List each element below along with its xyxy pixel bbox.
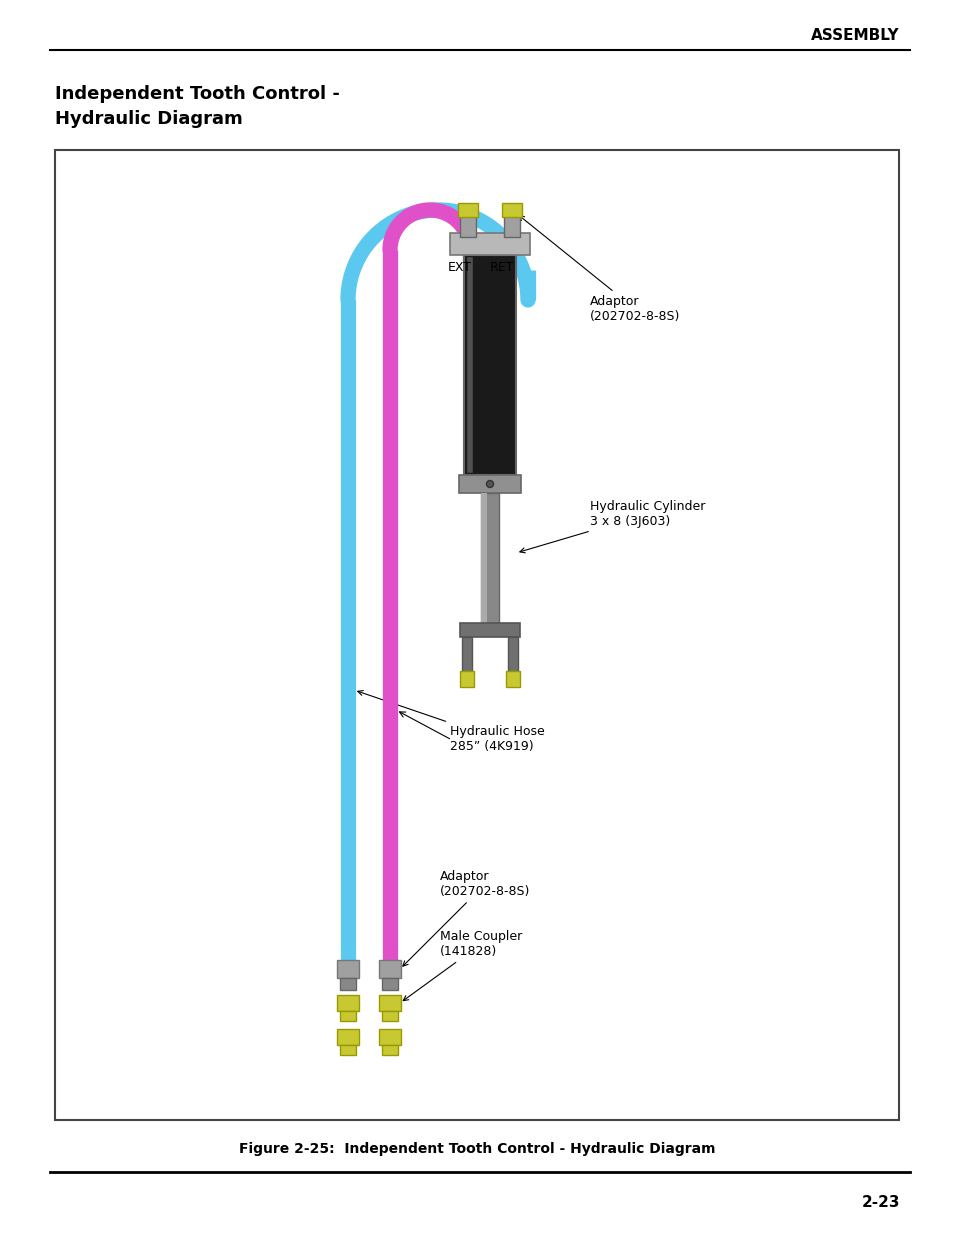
- Bar: [459, 671, 474, 687]
- Bar: [480, 493, 498, 622]
- Bar: [457, 203, 477, 217]
- Text: RET: RET: [489, 261, 514, 273]
- Text: EXT: EXT: [448, 261, 472, 273]
- Text: Independent Tooth Control -: Independent Tooth Control -: [55, 85, 339, 103]
- Text: ASSEMBLY: ASSEMBLY: [810, 27, 899, 42]
- Text: 2-23: 2-23: [861, 1195, 899, 1210]
- Bar: [507, 637, 517, 679]
- Bar: [463, 254, 516, 475]
- Bar: [459, 215, 476, 237]
- Bar: [381, 1045, 397, 1055]
- Bar: [461, 637, 472, 679]
- Bar: [480, 493, 487, 622]
- Bar: [503, 215, 519, 237]
- Bar: [378, 960, 400, 978]
- Text: Male Coupler
(141828): Male Coupler (141828): [403, 930, 521, 1000]
- Bar: [378, 1029, 400, 1045]
- Bar: [339, 1011, 355, 1021]
- Bar: [501, 203, 521, 217]
- Bar: [459, 622, 519, 637]
- Bar: [381, 1011, 397, 1021]
- Text: Hydraulic Cylinder
3 x 8 (3J603): Hydraulic Cylinder 3 x 8 (3J603): [519, 500, 704, 553]
- Bar: [339, 1045, 355, 1055]
- Bar: [458, 475, 520, 493]
- Bar: [336, 995, 358, 1011]
- Bar: [505, 671, 519, 687]
- Bar: [339, 978, 355, 990]
- Bar: [336, 1029, 358, 1045]
- Bar: [378, 995, 400, 1011]
- Text: Adaptor
(202702-8-8S): Adaptor (202702-8-8S): [518, 216, 679, 324]
- Bar: [450, 233, 530, 254]
- Bar: [55, 149, 898, 1120]
- Text: Hydraulic Hose
285” (4K919): Hydraulic Hose 285” (4K919): [357, 690, 544, 753]
- Bar: [336, 960, 358, 978]
- Text: Adaptor
(202702-8-8S): Adaptor (202702-8-8S): [402, 869, 530, 966]
- Circle shape: [486, 480, 493, 488]
- Text: Hydraulic Diagram: Hydraulic Diagram: [55, 110, 242, 128]
- Text: Figure 2-25:  Independent Tooth Control - Hydraulic Diagram: Figure 2-25: Independent Tooth Control -…: [238, 1142, 715, 1156]
- Bar: [381, 978, 397, 990]
